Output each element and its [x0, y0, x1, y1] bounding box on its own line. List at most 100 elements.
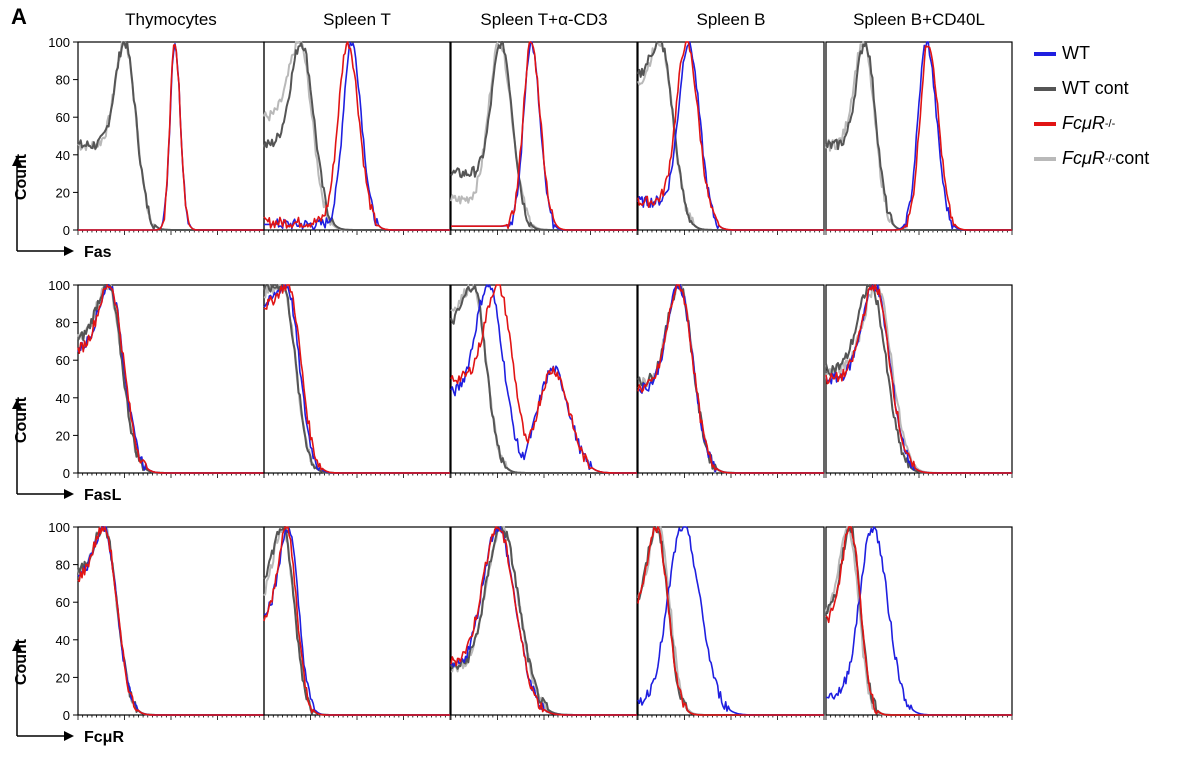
panel-frame	[77, 526, 265, 716]
x-axis-label: FasL	[84, 487, 122, 504]
series-line-fcur	[825, 526, 1012, 716]
histogram-panel	[77, 284, 265, 478]
series-line-fcur-cont	[825, 526, 1012, 716]
y-tick-label: 80	[56, 316, 70, 331]
histogram-panel	[77, 526, 265, 720]
series-line-fcur	[637, 284, 824, 474]
y-tick-label: 100	[48, 278, 70, 293]
series-line-wt	[263, 284, 450, 474]
legend-sup-fcur-ko-cont: -/-	[1104, 152, 1116, 165]
y-tick-label: 100	[48, 35, 70, 50]
series-line-fcur	[825, 284, 1012, 474]
series-line-fcur-cont	[77, 284, 264, 474]
series-line-fcur	[77, 526, 264, 716]
series-line-wt-cont	[450, 284, 637, 474]
panel-frame	[637, 284, 825, 474]
series-line-wt-cont	[450, 526, 637, 716]
panel-frame	[450, 284, 638, 474]
series-line-wt-cont	[77, 526, 264, 716]
panel-frame	[637, 41, 825, 231]
y-tick-label: 60	[56, 595, 70, 610]
series-line-fcur	[451, 41, 637, 231]
histogram-panel	[637, 526, 825, 720]
histogram-panel	[77, 41, 265, 235]
y-tick-label: 60	[56, 110, 70, 125]
y-tick-label: 0	[63, 708, 70, 723]
series-line-fcur	[637, 41, 824, 231]
x-axis-label: FcμR	[84, 729, 124, 746]
y-tick-label: 20	[56, 670, 70, 685]
histogram-panel	[450, 526, 638, 720]
series-line-fcur-cont	[450, 284, 637, 474]
y-tick-label: 0	[63, 223, 70, 238]
series-line-fcur	[263, 284, 450, 474]
series-line-wt-cont	[825, 284, 1012, 474]
histogram-panel	[263, 284, 451, 478]
legend-label-wt: WT	[1062, 43, 1090, 63]
y-arrow-head	[12, 156, 22, 166]
panel-frame	[77, 284, 265, 474]
legend-label-wt-cont: WT cont	[1062, 78, 1129, 98]
legend-label-fcur-ko-cont-suffix: cont	[1115, 148, 1150, 168]
series-line-fcur-cont	[77, 526, 264, 716]
series-line-fcur	[78, 44, 264, 231]
x-arrow-head	[64, 731, 74, 741]
legend-item-wt-cont: WT cont	[1034, 71, 1149, 106]
y-tick-label: 20	[56, 428, 70, 443]
column-title-spleen-b-cd40l: Spleen B+CD40L	[853, 10, 985, 29]
series-line-wt	[77, 526, 264, 716]
series-line-fcur-cont	[263, 284, 450, 474]
column-title-thymocytes: Thymocytes	[125, 10, 217, 29]
y-arrow-head	[12, 399, 22, 409]
series-line-fcur-cont	[450, 41, 637, 231]
legend-item-fcur-ko: FcμR -/-	[1034, 106, 1149, 141]
panel-frame	[450, 41, 638, 231]
series-line-wt-cont	[637, 284, 824, 474]
y-tick-label: 80	[56, 558, 70, 573]
legend-label-fcur-ko: FcμR	[1062, 113, 1105, 133]
series-line-fcur-cont	[637, 284, 824, 474]
y-tick-label: 40	[56, 633, 70, 648]
series-line-fcur-cont	[637, 526, 824, 716]
x-arrow-head	[64, 489, 74, 499]
y-tick-label: 80	[56, 73, 70, 88]
y-tick-label: 40	[56, 148, 70, 163]
series-line-fcur-cont	[637, 41, 824, 231]
y-tick-label: 60	[56, 353, 70, 368]
y-arrow-head	[12, 641, 22, 651]
series-line-wt-cont	[637, 41, 824, 231]
series-line-wt	[825, 284, 1012, 474]
legend-swatch-fcur-ko	[1034, 121, 1056, 126]
series-line-fcur-cont	[825, 284, 1012, 474]
series-line-fcur	[450, 526, 637, 716]
series-line-fcur	[263, 526, 450, 716]
series-line-fcur	[263, 41, 450, 231]
panel-frame	[263, 284, 451, 474]
y-tick-label: 100	[48, 520, 70, 535]
series-line-wt-cont	[77, 284, 264, 474]
y-tick-label: 20	[56, 185, 70, 200]
legend-item-wt: WT	[1034, 36, 1149, 71]
legend-swatch-fcur-ko-cont	[1034, 156, 1056, 161]
histogram-panel	[263, 526, 451, 720]
column-title-spleen-b: Spleen B	[696, 10, 766, 29]
x-axis-label: Fas	[84, 244, 112, 261]
histogram-panel	[825, 41, 1013, 235]
histogram-panel	[825, 284, 1013, 478]
legend-swatch-wt-cont	[1034, 86, 1056, 91]
series-line-wt	[77, 284, 264, 474]
histogram-panel	[637, 284, 825, 478]
legend-item-fcur-ko-cont: FcμR -/- cont	[1034, 141, 1149, 176]
series-line-wt	[637, 41, 824, 231]
x-arrow-head	[64, 246, 74, 256]
series-line-wt-cont	[450, 41, 637, 231]
series-line-wt	[637, 284, 824, 474]
legend-label-fcur-ko-cont: FcμR	[1062, 148, 1105, 168]
histogram-panel	[450, 284, 638, 478]
series-line-wt	[451, 41, 637, 231]
legend: WT WT cont FcμR -/- FcμR -/- cont	[1034, 36, 1149, 176]
series-line-fcur	[637, 526, 824, 716]
panel-frame	[825, 284, 1013, 474]
